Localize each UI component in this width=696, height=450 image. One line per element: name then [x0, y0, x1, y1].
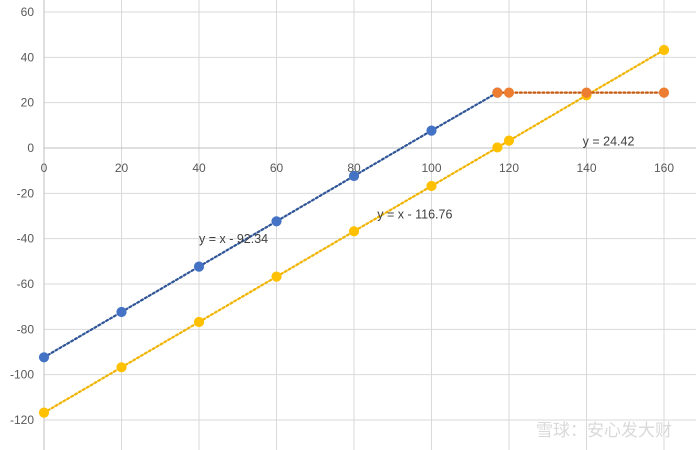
y-tick-label: 40 — [21, 50, 35, 64]
y-tick-label: 20 — [21, 96, 35, 110]
equation-label: y = x - 92.34 — [199, 232, 268, 246]
x-tick-label: 100 — [421, 161, 441, 175]
series-1-point — [193, 261, 205, 272]
series-1-point — [116, 306, 127, 318]
y-tick-label: 0 — [27, 141, 34, 155]
series-2-point — [271, 271, 282, 282]
x-tick-label: 60 — [270, 161, 284, 175]
series-3-point — [503, 87, 515, 98]
series-1-point — [271, 216, 282, 227]
x-tick-label: 80 — [347, 161, 361, 175]
y-tick-label: -60 — [17, 277, 35, 291]
x-tick-label: 140 — [576, 161, 596, 175]
equation-label: y = x - 116.76 — [377, 207, 452, 221]
series-1-point — [426, 125, 437, 136]
series-1 — [38, 87, 503, 363]
series-2-point — [503, 135, 515, 146]
series-2-point — [116, 362, 127, 373]
series-2-point — [492, 142, 503, 153]
series-group — [38, 44, 670, 418]
y-tick-label: -20 — [17, 186, 35, 200]
watermark-text: 雪球：安心发大财 — [536, 421, 672, 441]
x-tick-label: 20 — [115, 161, 129, 175]
annotations: y = x - 92.34 y = x - 116.76 y = 24.42 — [199, 135, 634, 246]
series-2-point — [658, 44, 670, 56]
y-tick-label: -120 — [10, 413, 34, 427]
series-3-point — [492, 87, 503, 98]
y-tick-label: -80 — [17, 322, 35, 336]
series-2-trendline — [42, 48, 666, 414]
equation-label: y = 24.42 — [583, 135, 635, 149]
series-3-point — [581, 87, 592, 98]
series-1-point — [38, 352, 50, 363]
series-2-point — [426, 180, 437, 192]
series-3-point — [658, 87, 670, 98]
series-3 — [492, 87, 670, 98]
axes: 60 40 20 0 -20 -40 -60 -80 -100 -120 0 20 40 60 80 100 1… — [10, 0, 696, 450]
y-tick-label: 60 — [21, 5, 35, 19]
series-2-point — [348, 226, 360, 237]
x-tick-label: 120 — [499, 161, 519, 175]
y-tick-label: -40 — [17, 232, 35, 246]
series-1-point — [348, 170, 360, 182]
x-tick-label: 160 — [654, 161, 674, 175]
x-tick-label: 40 — [192, 161, 206, 175]
x-tick-label: 0 — [41, 161, 48, 175]
series-2-point — [193, 316, 205, 328]
y-tick-label: -100 — [10, 368, 34, 382]
series-2-point — [38, 407, 50, 418]
gridlines — [43, 0, 696, 450]
